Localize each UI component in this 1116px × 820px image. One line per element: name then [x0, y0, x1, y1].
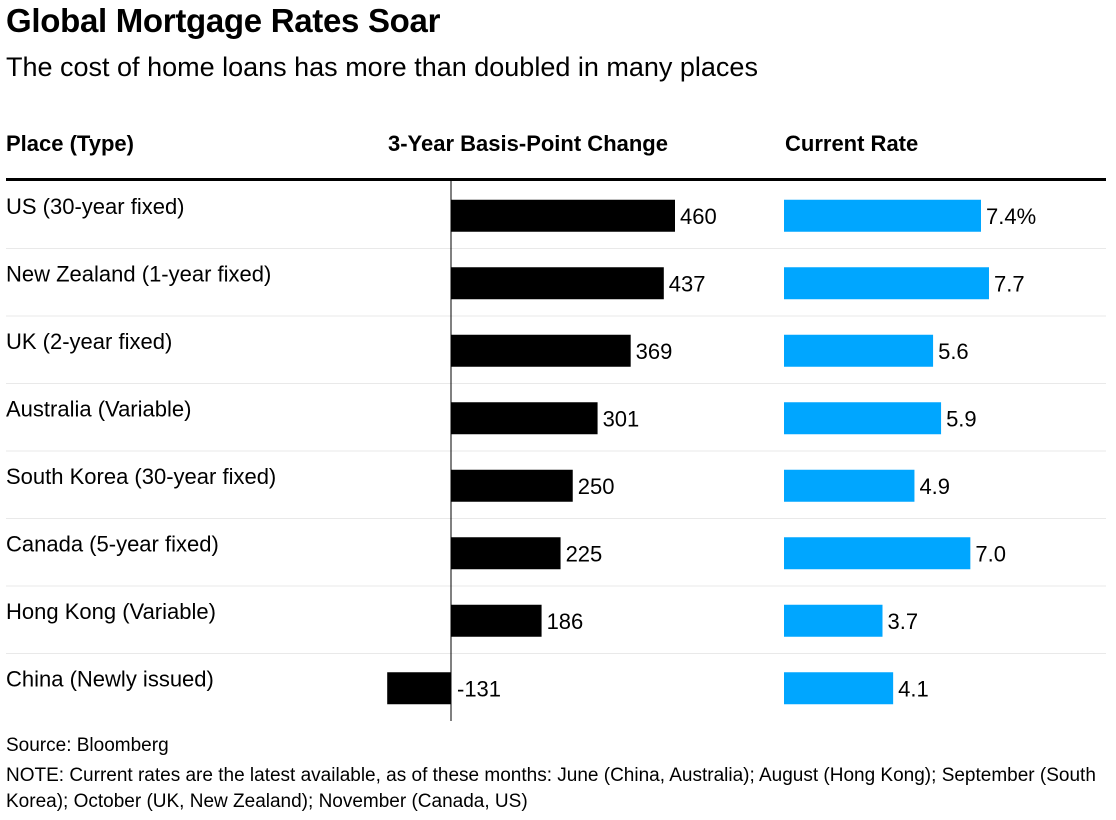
bp-change-label: 369	[636, 339, 673, 364]
current-rate-label: 7.7	[994, 271, 1025, 296]
bp-change-label: 301	[603, 406, 640, 431]
bp-change-label: 437	[669, 271, 706, 296]
current-rate-bar	[784, 537, 971, 570]
category-label: Canada (5-year fixed)	[6, 531, 219, 556]
bp-change-bar	[451, 604, 542, 637]
current-rate-bar	[784, 604, 883, 637]
current-rate-label: 7.4%	[986, 204, 1036, 229]
chart-body: US (30-year fixed) 460 7.4% New Zealand (1-…	[6, 181, 1106, 721]
current-rate-label: 5.9	[946, 406, 977, 431]
chart-subtitle: The cost of home loans has more than dou…	[6, 52, 758, 82]
bp-change-bar	[387, 672, 451, 705]
bp-change-bar	[451, 199, 675, 232]
current-rate-label: 4.1	[898, 676, 929, 701]
current-rate-bar	[784, 267, 989, 300]
source-note: Source: Bloomberg	[6, 735, 169, 756]
bp-change-label: 460	[680, 204, 717, 229]
category-label: South Korea (30-year fixed)	[6, 464, 276, 489]
category-label: UK (2-year fixed)	[6, 329, 172, 354]
bp-change-label: 225	[566, 541, 603, 566]
bp-change-label: 250	[578, 474, 615, 499]
current-rate-label: 5.6	[938, 339, 969, 364]
current-rate-bar	[784, 672, 894, 705]
bp-change-bar	[451, 402, 598, 435]
bp-change-label: 186	[547, 609, 584, 634]
bp-change-bar	[451, 537, 561, 570]
current-rate-label: 3.7	[888, 609, 919, 634]
column-header-current-rate: Current Rate	[785, 131, 919, 156]
column-header-place: Place (Type)	[6, 131, 134, 156]
bp-change-bar	[451, 267, 664, 300]
header-rule	[6, 178, 1106, 181]
current-rate-bar	[784, 469, 915, 502]
chart-title: Global Mortgage Rates Soar	[6, 2, 441, 39]
current-rate-bar	[784, 334, 934, 367]
category-label: Hong Kong (Variable)	[6, 599, 216, 624]
current-rate-label: 4.9	[919, 474, 950, 499]
current-rate-bar	[784, 402, 942, 435]
category-label: US (30-year fixed)	[6, 194, 185, 219]
category-label: Australia (Variable)	[6, 396, 191, 421]
bp-change-bar	[451, 334, 631, 367]
column-header-bp-change: 3-Year Basis-Point Change	[388, 131, 668, 156]
footnote: NOTE: Current rates are the latest avail…	[6, 765, 1096, 812]
bp-change-label: -131	[457, 676, 501, 701]
current-rate-bar	[784, 199, 981, 232]
bp-change-bar	[451, 469, 573, 502]
current-rate-label: 7.0	[975, 541, 1006, 566]
category-label: New Zealand (1-year fixed)	[6, 261, 271, 286]
category-label: China (Newly issued)	[6, 666, 214, 691]
